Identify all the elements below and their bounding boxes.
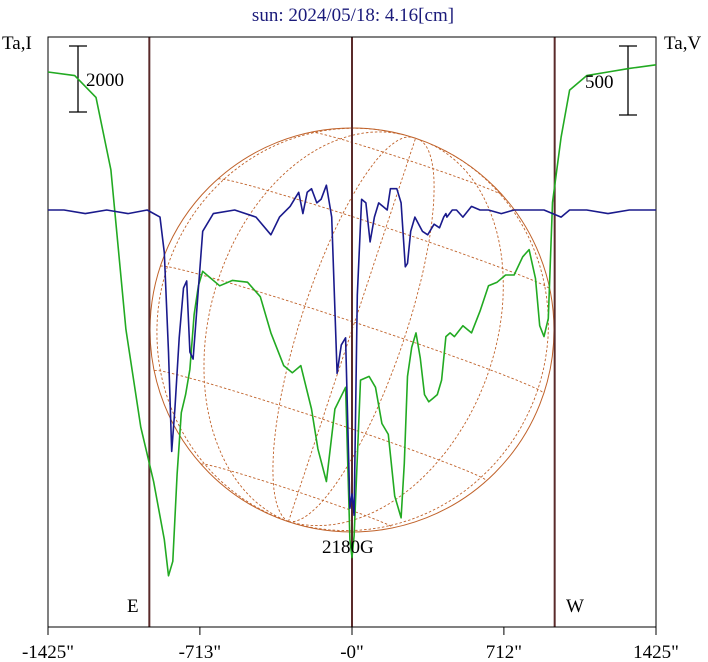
limb-lines	[148, 37, 556, 627]
scale-label-left: 2000	[86, 70, 124, 91]
polarization-series-line	[48, 184, 656, 517]
longitude-line	[203, 131, 402, 523]
chart-title: sun: 2024/05/18: 4.16[cm]	[252, 5, 454, 26]
x-tick-label: -713"	[179, 642, 222, 662]
x-tick-label: -1425"	[22, 642, 74, 662]
longitude-line	[156, 127, 386, 523]
latitude-line	[160, 265, 545, 394]
magnetic-field-annotation: 2180G	[322, 537, 374, 558]
latitude-line	[311, 131, 503, 196]
latitude-line	[200, 463, 394, 528]
y-label-left: Ta,I	[2, 33, 32, 54]
series-layer	[47, 64, 657, 577]
latitude-line	[218, 178, 551, 290]
x-tick-label: -0"	[340, 642, 364, 662]
x-tick-label: 712"	[486, 642, 522, 662]
y-label-right: Ta,V	[664, 33, 701, 54]
x-ticks: -1425" -713" -0" 712" 1425"	[22, 627, 679, 662]
x-tick-label: 1425"	[633, 642, 679, 662]
east-label: E	[127, 596, 139, 617]
west-label: W	[566, 596, 584, 617]
longitude-line	[288, 149, 549, 532]
longitude-line	[272, 136, 413, 522]
intensity-series-line	[47, 64, 657, 577]
longitude-line	[288, 138, 435, 523]
longitude-line	[288, 143, 504, 527]
scale-label-right: 500	[585, 72, 614, 93]
